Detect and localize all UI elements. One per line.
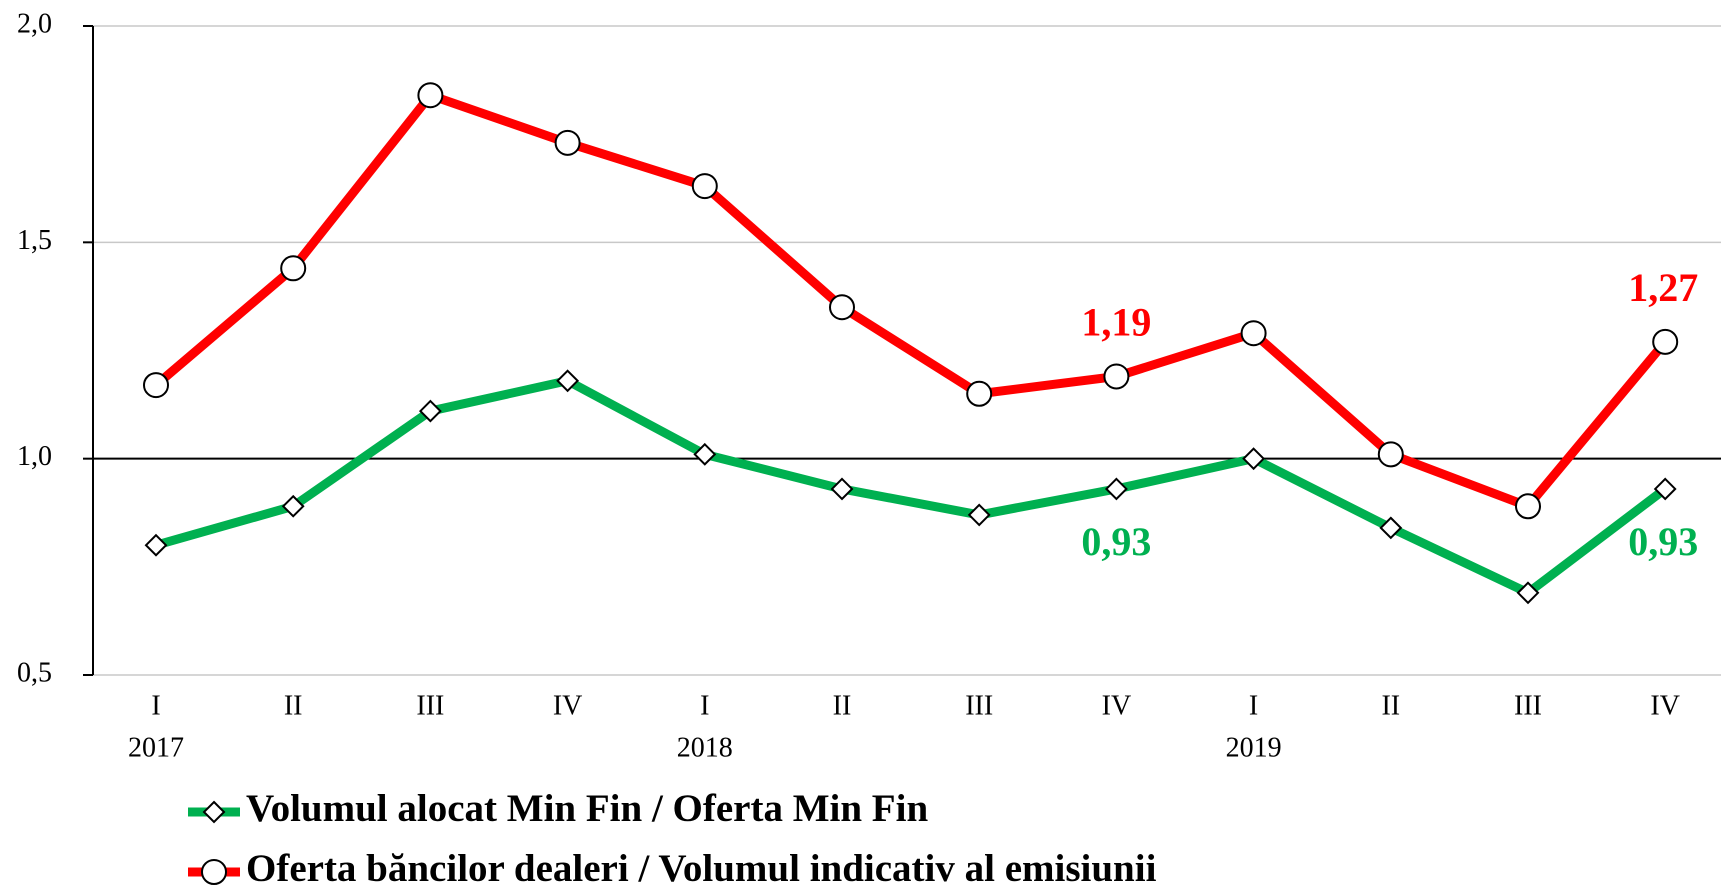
point bbox=[1653, 477, 1677, 501]
x-tick-label: I bbox=[151, 690, 160, 721]
point bbox=[1104, 477, 1128, 501]
y-tick-label: 1,0 bbox=[17, 441, 52, 472]
point bbox=[281, 494, 305, 518]
legend-label: Volumul alocat Min Fin / Oferta Min Fin bbox=[246, 787, 928, 830]
x-tick-label: IV bbox=[1650, 690, 1680, 721]
y-tick-label: 0,5 bbox=[17, 657, 52, 688]
point bbox=[1242, 447, 1266, 471]
point bbox=[1516, 581, 1540, 605]
legend-marker bbox=[202, 800, 226, 824]
x-tick-label: I bbox=[1249, 690, 1258, 721]
point bbox=[693, 442, 717, 466]
legend-label: Oferta băncilor dealeri / Volumul indica… bbox=[246, 847, 1157, 890]
data-label: 1,27 bbox=[1628, 265, 1698, 310]
x-tick-label: IV bbox=[553, 690, 583, 721]
x-tick-label: III bbox=[1514, 690, 1542, 721]
point bbox=[1377, 441, 1404, 468]
series-line bbox=[153, 90, 1669, 511]
point bbox=[417, 82, 444, 109]
x-tick-label: II bbox=[833, 690, 852, 721]
point bbox=[1515, 493, 1541, 520]
point bbox=[144, 533, 168, 557]
data-label: 0,93 bbox=[1628, 519, 1698, 564]
x-tick-label: II bbox=[1381, 690, 1400, 721]
x-tick-label: II bbox=[284, 690, 303, 721]
point bbox=[967, 503, 991, 527]
point bbox=[966, 380, 993, 407]
point bbox=[143, 372, 169, 399]
data-label: 1,19 bbox=[1081, 300, 1151, 345]
legend-marker bbox=[201, 859, 227, 885]
y-tick-label: 1,5 bbox=[17, 225, 52, 256]
x-group-label: 2019 bbox=[1226, 732, 1282, 763]
point bbox=[1103, 363, 1130, 390]
x-group-label: 2018 bbox=[677, 732, 733, 763]
x-tick-label: III bbox=[965, 690, 993, 721]
y-tick-label: 2,0 bbox=[17, 8, 52, 39]
point bbox=[829, 294, 855, 321]
data-label: 0,93 bbox=[1081, 519, 1151, 564]
x-tick-label: I bbox=[700, 690, 709, 721]
point bbox=[280, 255, 307, 282]
series-line bbox=[154, 376, 1668, 598]
point bbox=[1240, 320, 1267, 347]
point bbox=[418, 399, 442, 423]
point bbox=[1379, 516, 1403, 540]
x-group-label: 2017 bbox=[128, 732, 184, 763]
x-tick-label: IV bbox=[1102, 690, 1132, 721]
point bbox=[691, 173, 718, 200]
point bbox=[830, 477, 854, 501]
point bbox=[554, 129, 581, 156]
point bbox=[556, 369, 580, 393]
point bbox=[1652, 328, 1679, 355]
x-tick-label: III bbox=[416, 690, 444, 721]
